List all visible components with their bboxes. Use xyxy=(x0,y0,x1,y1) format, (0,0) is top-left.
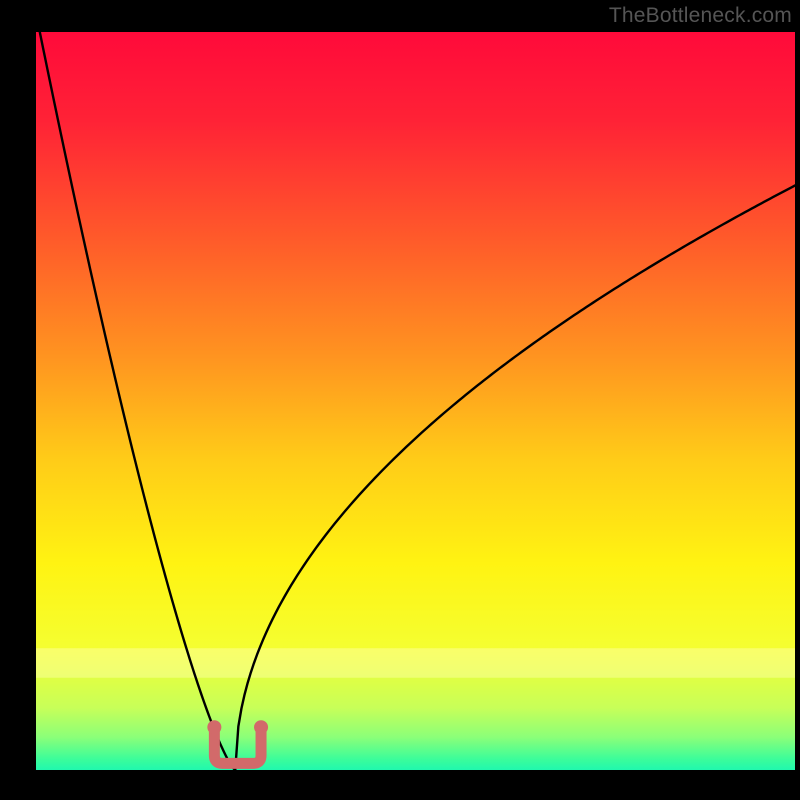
chart-container: TheBottleneck.com xyxy=(0,0,800,800)
plot-area xyxy=(36,32,795,770)
watermark-text: TheBottleneck.com xyxy=(609,4,792,28)
bottleneck-curve-chart xyxy=(36,32,795,770)
